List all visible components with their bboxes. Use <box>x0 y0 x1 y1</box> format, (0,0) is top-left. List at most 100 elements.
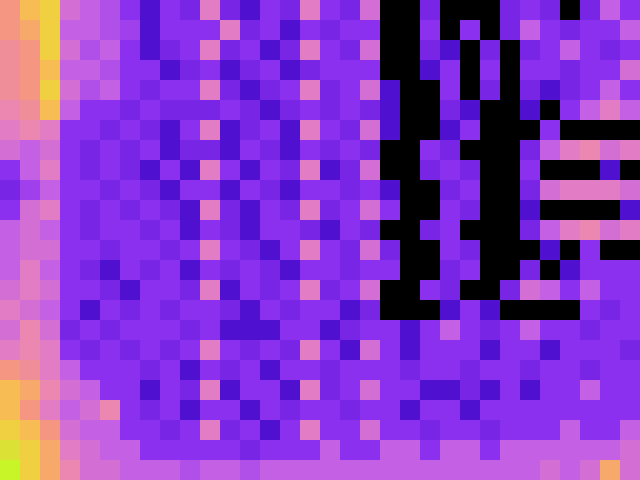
heat-cell <box>420 400 441 421</box>
heat-cell <box>440 60 461 81</box>
heat-cell <box>260 260 281 281</box>
heat-cell <box>500 440 521 461</box>
heat-cell <box>620 80 640 101</box>
heat-cell <box>520 200 541 221</box>
heat-cell <box>20 160 41 181</box>
heat-cell <box>340 460 361 480</box>
heat-cell <box>40 300 61 321</box>
heat-cell <box>120 460 141 480</box>
heat-cell <box>460 460 481 480</box>
heat-cell <box>100 140 121 161</box>
heat-cell <box>80 80 101 101</box>
heat-cell <box>340 100 361 121</box>
heat-cell <box>0 60 21 81</box>
heat-cell <box>340 0 361 21</box>
heat-cell <box>580 360 601 381</box>
heat-cell <box>440 420 461 441</box>
heat-cell <box>440 280 461 301</box>
heat-cell <box>280 340 301 361</box>
heat-cell <box>320 80 341 101</box>
heat-cell <box>60 240 81 261</box>
heat-cell <box>300 160 321 181</box>
heat-cell <box>240 360 261 381</box>
heat-cell <box>260 440 281 461</box>
heat-cell <box>520 400 541 421</box>
heat-cell <box>500 100 521 121</box>
heat-cell <box>400 80 421 101</box>
heat-cell <box>320 340 341 361</box>
heat-cell <box>60 140 81 161</box>
heat-cell <box>0 180 21 201</box>
heat-cell <box>140 460 161 480</box>
heat-cell <box>60 300 81 321</box>
heat-cell <box>500 60 521 81</box>
heat-cell <box>380 140 401 161</box>
heat-cell <box>140 0 161 21</box>
heat-cell <box>380 40 401 61</box>
heat-cell <box>300 400 321 421</box>
heat-cell <box>380 20 401 41</box>
heat-cell <box>180 460 201 480</box>
heat-cell <box>520 420 541 441</box>
heat-cell <box>260 280 281 301</box>
heat-cell <box>180 260 201 281</box>
heat-cell <box>380 360 401 381</box>
heat-cell <box>480 400 501 421</box>
heat-cell <box>320 180 341 201</box>
heat-cell <box>100 60 121 81</box>
heat-cell <box>40 0 61 21</box>
heat-cell <box>0 400 21 421</box>
heat-cell <box>120 60 141 81</box>
heat-cell <box>400 100 421 121</box>
heat-cell <box>220 260 241 281</box>
heat-cell <box>540 200 561 221</box>
heat-cell <box>240 240 261 261</box>
heat-cell <box>60 400 81 421</box>
heat-cell <box>220 400 241 421</box>
heat-cell <box>20 240 41 261</box>
heat-cell <box>140 320 161 341</box>
heat-cell <box>0 300 21 321</box>
heat-cell <box>300 240 321 261</box>
heat-cell <box>300 180 321 201</box>
heat-cell <box>40 260 61 281</box>
heat-cell <box>260 400 281 421</box>
heat-cell <box>480 280 501 301</box>
chart-root <box>0 0 640 480</box>
heat-cell <box>560 120 581 141</box>
heat-cell <box>140 200 161 221</box>
heat-cell <box>120 80 141 101</box>
heat-cell <box>220 80 241 101</box>
heat-cell <box>540 360 561 381</box>
heat-cell <box>220 100 241 121</box>
heat-cell <box>400 240 421 261</box>
heat-cell <box>60 100 81 121</box>
heat-cell <box>380 180 401 201</box>
heat-cell <box>280 260 301 281</box>
heat-cell <box>260 220 281 241</box>
heat-cell <box>180 80 201 101</box>
heat-cell <box>160 60 181 81</box>
heat-cell <box>280 300 301 321</box>
heat-cell <box>360 240 381 261</box>
heat-cell <box>500 140 521 161</box>
heat-cell <box>320 160 341 181</box>
heat-cell <box>620 60 640 81</box>
heat-cell <box>220 160 241 181</box>
heat-cell <box>20 300 41 321</box>
heat-cell <box>80 420 101 441</box>
heat-cell <box>80 240 101 261</box>
heat-cell <box>120 400 141 421</box>
heat-cell <box>260 60 281 81</box>
heat-cell <box>20 120 41 141</box>
heat-cell <box>600 40 621 61</box>
heat-cell <box>120 180 141 201</box>
heat-cell <box>140 240 161 261</box>
heat-cell <box>60 160 81 181</box>
heat-cell <box>200 200 221 221</box>
heat-cell <box>600 440 621 461</box>
heat-cell <box>440 160 461 181</box>
heat-cell <box>240 120 261 141</box>
heat-cell <box>560 180 581 201</box>
heat-cell <box>560 280 581 301</box>
